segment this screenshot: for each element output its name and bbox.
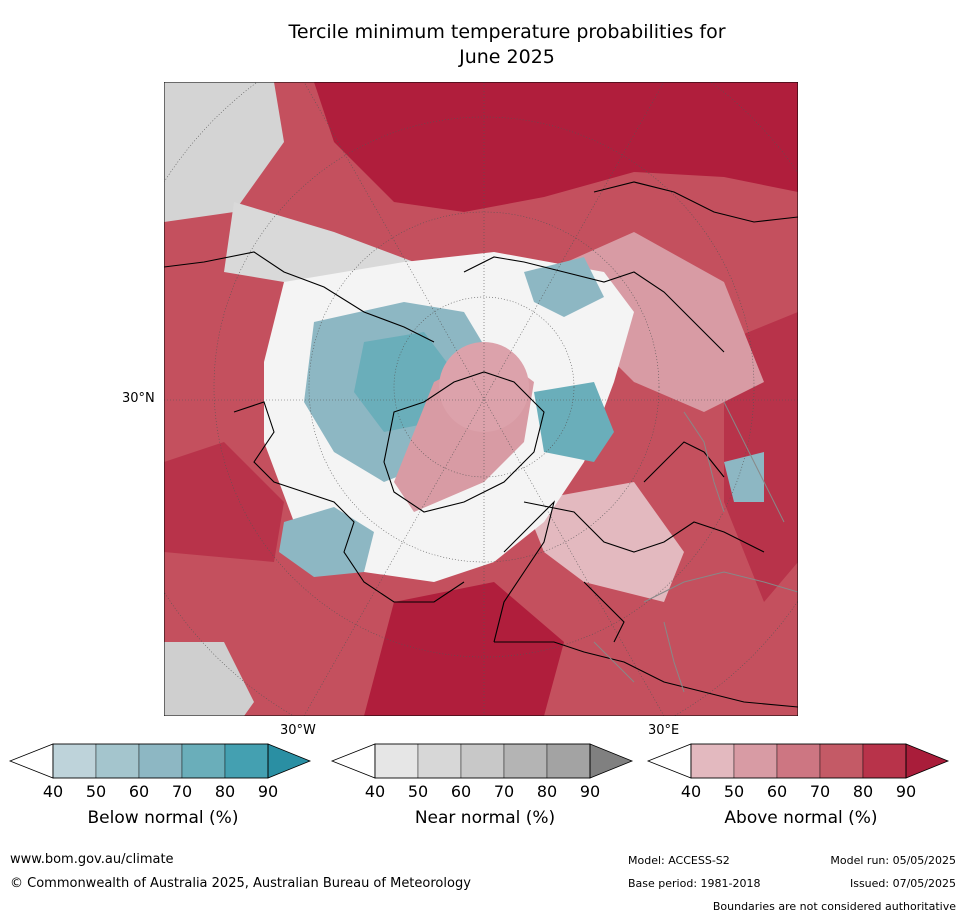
below-normal-strong-region bbox=[534, 382, 614, 462]
tick-label: 70 bbox=[171, 782, 193, 801]
tick-label: 60 bbox=[128, 782, 150, 801]
legend-title: Near normal (%) bbox=[414, 808, 556, 828]
tick-label: 60 bbox=[766, 782, 788, 801]
colorbar-extend-low bbox=[646, 743, 692, 779]
tick-label: 80 bbox=[852, 782, 874, 801]
colorbar-segment bbox=[819, 743, 864, 779]
colorbar-extend-high bbox=[589, 743, 634, 779]
colorbar-near-normal bbox=[330, 743, 634, 779]
colorbar-extend-high bbox=[267, 743, 312, 779]
tick-label: 70 bbox=[493, 782, 515, 801]
legend-title: Below normal (%) bbox=[87, 808, 239, 828]
probability-map bbox=[164, 82, 798, 716]
colorbar-segment bbox=[95, 743, 140, 779]
colorbar-frame bbox=[374, 743, 591, 779]
title-line-1: Tercile minimum temperature probabilitie… bbox=[288, 21, 726, 43]
coastlines bbox=[164, 181, 798, 708]
tick-label: 40 bbox=[364, 782, 386, 801]
above-normal-strong-region bbox=[364, 582, 564, 716]
colorbar-segment bbox=[460, 743, 505, 779]
tick-label: 80 bbox=[536, 782, 558, 801]
colorbar-segment bbox=[417, 743, 462, 779]
legend-ticks: 40 50 60 70 80 90 bbox=[646, 782, 956, 802]
colorbar-above-normal bbox=[646, 743, 950, 779]
colorbar-below-normal bbox=[8, 743, 312, 779]
above-normal-strong-region bbox=[164, 442, 284, 562]
above-normal-strong-region bbox=[314, 82, 798, 212]
legend-title: Above normal (%) bbox=[724, 808, 878, 828]
lon-label-30w: 30°W bbox=[280, 723, 316, 738]
colorbar-segment bbox=[733, 743, 778, 779]
colorbar-segment bbox=[52, 743, 97, 779]
colorbar-extend-low bbox=[8, 743, 54, 779]
tick-label: 50 bbox=[85, 782, 107, 801]
map-canvas bbox=[164, 82, 798, 716]
copyright-text: © Commonwealth of Australia 2025, Austra… bbox=[10, 876, 471, 891]
tick-label: 90 bbox=[579, 782, 601, 801]
legend-ticks: 40 50 60 70 80 90 bbox=[330, 782, 640, 802]
colorbar-segment bbox=[138, 743, 183, 779]
colorbar-extend-low bbox=[330, 743, 376, 779]
colorbar-segment bbox=[546, 743, 591, 779]
colorbar-frame bbox=[690, 743, 907, 779]
below-normal-region bbox=[524, 257, 604, 317]
tick-label: 50 bbox=[407, 782, 429, 801]
tick-label: 90 bbox=[257, 782, 279, 801]
colorbar-frame bbox=[52, 743, 269, 779]
country-borders bbox=[593, 401, 798, 693]
below-normal-region bbox=[279, 507, 374, 577]
tick-label: 70 bbox=[809, 782, 831, 801]
tick-label: 40 bbox=[680, 782, 702, 801]
model-run-text: Model run: 05/05/2025 bbox=[830, 854, 956, 867]
base-period-text: Base period: 1981-2018 bbox=[628, 877, 761, 890]
colorbar-segment bbox=[374, 743, 419, 779]
legend-below-normal: 40 50 60 70 80 90 Below normal (%) bbox=[8, 740, 318, 840]
title-line-2: June 2025 bbox=[459, 46, 555, 68]
legend-ticks: 40 50 60 70 80 90 bbox=[8, 782, 318, 802]
colorbar-segment bbox=[503, 743, 548, 779]
pole-region bbox=[439, 342, 529, 432]
colorbar-extend-high bbox=[905, 743, 950, 779]
colorbar-segment bbox=[776, 743, 821, 779]
colorbar-segment bbox=[224, 743, 269, 779]
website-link[interactable]: www.bom.gov.au/climate bbox=[10, 852, 174, 867]
tick-label: 60 bbox=[450, 782, 472, 801]
colorbar-segment bbox=[690, 743, 735, 779]
colorbar-segment bbox=[862, 743, 907, 779]
colorbar-segment bbox=[181, 743, 226, 779]
graticule-ring bbox=[308, 211, 660, 563]
near-normal-region bbox=[164, 642, 254, 716]
graticule-ring bbox=[213, 116, 755, 658]
lat-label-30n: 30°N bbox=[122, 391, 155, 406]
lon-label-30e: 30°E bbox=[648, 723, 680, 738]
tick-label: 80 bbox=[214, 782, 236, 801]
chart-title: Tercile minimum temperature probabilitie… bbox=[0, 20, 965, 70]
tick-label: 40 bbox=[42, 782, 64, 801]
legend-near-normal: 40 50 60 70 80 90 Near normal (%) bbox=[330, 740, 640, 840]
disclaimer-text: Boundaries are not considered authoritat… bbox=[712, 900, 956, 913]
model-text: Model: ACCESS-S2 bbox=[628, 854, 730, 867]
tick-label: 90 bbox=[895, 782, 917, 801]
legend-above-normal: 40 50 60 70 80 90 Above normal (%) bbox=[646, 740, 956, 840]
near-normal-region bbox=[164, 82, 284, 222]
issued-text: Issued: 07/05/2025 bbox=[849, 877, 956, 890]
graticule-ring bbox=[393, 296, 575, 478]
tick-label: 50 bbox=[723, 782, 745, 801]
